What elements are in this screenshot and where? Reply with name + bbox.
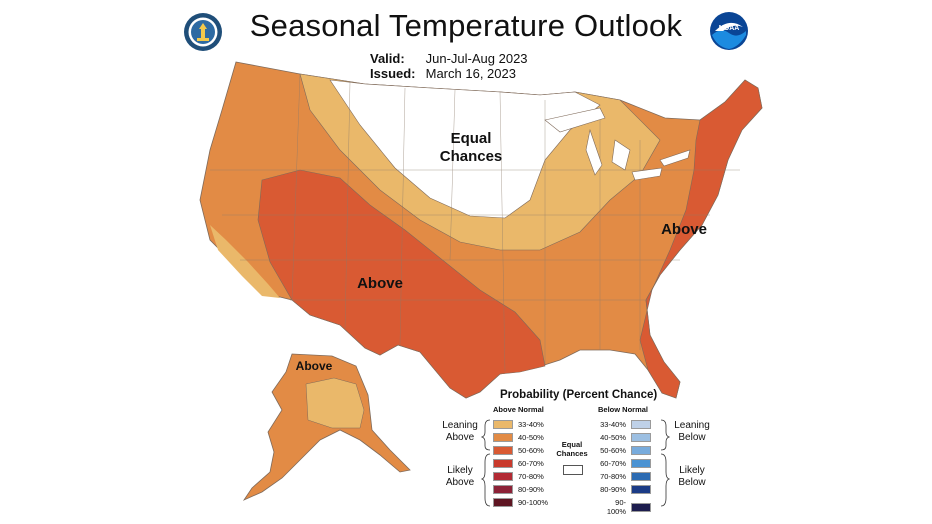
swatch-above-40-50 — [493, 433, 513, 442]
legend-below-row: 70-80% — [598, 472, 651, 481]
legend-below-header: Below Normal — [598, 405, 649, 414]
legend-below-row: 60-70% — [598, 459, 651, 468]
westcoast-region-lean-33-40 — [210, 225, 280, 298]
label-equal-chances-2: Chances — [440, 148, 503, 165]
southwest-region-likely-50-60 — [257, 169, 546, 399]
leaning-above-line2: Above — [445, 432, 475, 443]
noaa-logo-icon: NOAA — [710, 12, 748, 50]
legend-leaning-above: Leaning Above — [440, 420, 480, 444]
leaning-below-line1: Leaning — [674, 420, 710, 431]
legend-above-label: 90-100% — [518, 498, 549, 507]
legend-above-row: 50-60% — [493, 446, 544, 455]
legend-above-label: 80-90% — [518, 485, 544, 494]
swatch-above-90-100 — [493, 498, 513, 507]
label-equal-chances-1: Equal — [451, 130, 492, 147]
issued-line: Issued: March 16, 2023 — [370, 66, 516, 81]
commerce-seal-icon — [184, 13, 222, 51]
equal-label-line1: Equal — [561, 440, 583, 449]
likely-below-line1: Likely — [679, 465, 705, 476]
legend-below-row: 40-50% — [598, 433, 651, 442]
valid-label: Valid: — [370, 51, 405, 66]
legend-below-label: 80-90% — [600, 485, 626, 494]
leaning-above-line1: Leaning — [442, 420, 478, 431]
swatch-below-70-80 — [631, 472, 651, 481]
swatch-equal-chances — [563, 465, 583, 475]
swatch-below-80-90 — [631, 485, 651, 494]
legend-above-label: 33-40% — [518, 420, 544, 429]
legend-brace-left — [481, 419, 491, 507]
legend-above-row: 60-70% — [493, 459, 544, 468]
legend-below-label: 70-80% — [600, 472, 626, 481]
legend-above-row: 90-100% — [493, 498, 548, 507]
swatch-above-80-90 — [493, 485, 513, 494]
likely-above-line1: Likely — [447, 465, 473, 476]
legend-above-row: 80-90% — [493, 485, 544, 494]
valid-line: Valid: Jun-Jul-Aug 2023 — [370, 51, 528, 66]
swatch-below-33-40 — [631, 420, 651, 429]
alaska-region-lean-40-50 — [242, 353, 411, 501]
likely-below-line2: Below — [678, 477, 706, 488]
legend-brace-right — [660, 419, 670, 507]
legend-above-row: 70-80% — [493, 472, 544, 481]
swatch-below-40-50 — [631, 433, 651, 442]
legend-below-label: 60-70% — [600, 459, 626, 468]
legend-above-row: 40-50% — [493, 433, 544, 442]
legend-below-row: 33-40% — [598, 420, 651, 429]
great-lakes — [544, 107, 691, 181]
swatch-above-60-70 — [493, 459, 513, 468]
legend-below-label: 33-40% — [600, 420, 626, 429]
legend-above-header: Above Normal — [493, 405, 544, 414]
legend-above-label: 70-80% — [518, 472, 544, 481]
legend-above-row: 33-40% — [493, 420, 544, 429]
equal-label-line2: Chances — [556, 449, 588, 458]
legend-below-label: 40-50% — [600, 433, 626, 442]
legend-equal-label: Equal Chances — [555, 440, 589, 458]
legend-below-label: 50-60% — [600, 446, 626, 455]
noaa-text: NOAA — [719, 25, 740, 32]
legend-leaning-below: Leaning Below — [672, 420, 712, 444]
equal-chances-region — [329, 79, 601, 219]
issued-value: March 16, 2023 — [425, 66, 516, 81]
legend-likely-below: Likely Below — [672, 465, 712, 489]
legend-below-row: 90-100% — [598, 498, 651, 516]
swatch-above-33-40 — [493, 420, 513, 429]
legend-above-label: 60-70% — [518, 459, 544, 468]
leaning-below-line2: Below — [678, 432, 706, 443]
swatch-above-50-60 — [493, 446, 513, 455]
swatch-above-70-80 — [493, 472, 513, 481]
legend-above-label: 50-60% — [518, 446, 544, 455]
issued-label: Issued: — [370, 66, 416, 81]
map-title: Seasonal Temperature Outlook — [249, 8, 683, 43]
eastcoast-region-likely-50-60 — [639, 79, 763, 399]
label-above-southwest: Above — [357, 275, 403, 292]
legend-above-label: 40-50% — [518, 433, 544, 442]
likely-above-line2: Above — [445, 477, 475, 488]
label-above-alaska: Above — [296, 359, 333, 373]
legend-below-label: 90-100% — [606, 498, 626, 516]
legend-likely-above: Likely Above — [440, 465, 480, 489]
legend-below-row: 50-60% — [598, 446, 651, 455]
label-above-northeast: Above — [661, 221, 707, 238]
alaska-region-lean-33-40 — [305, 377, 365, 429]
legend-below-row: 80-90% — [598, 485, 651, 494]
valid-value: Jun-Jul-Aug 2023 — [425, 51, 528, 66]
swatch-below-90-100 — [631, 502, 651, 512]
swatch-below-50-60 — [631, 446, 651, 455]
legend-title: Probability (Percent Chance) — [500, 389, 658, 401]
swatch-below-60-70 — [631, 459, 651, 468]
